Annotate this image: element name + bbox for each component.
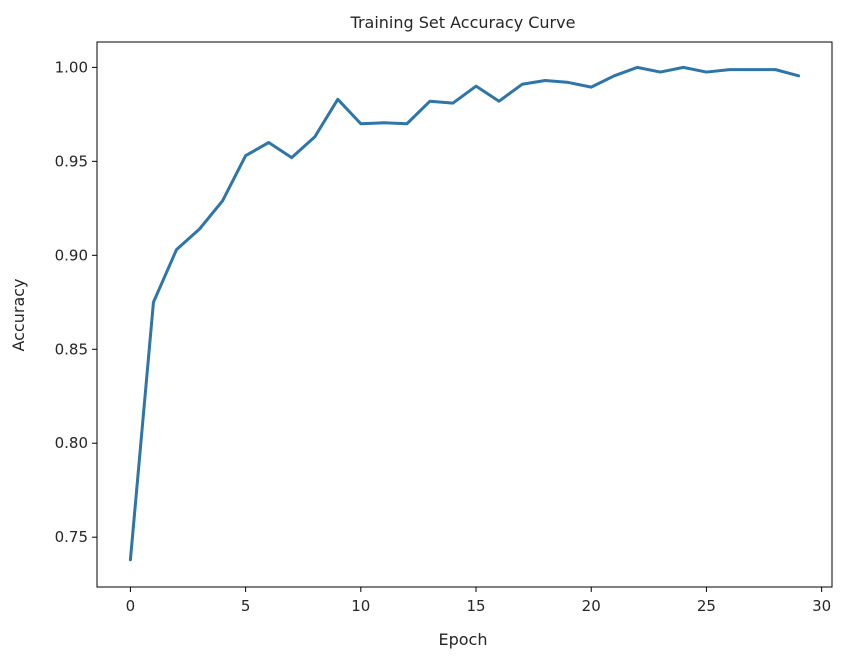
y-tick-label: 0.95 xyxy=(55,152,88,170)
y-tick-label: 0.85 xyxy=(55,340,88,358)
x-tick-label: 0 xyxy=(126,597,136,615)
x-axis: 0 5 10 15 20 25 30 xyxy=(126,587,831,615)
x-tick-label: 30 xyxy=(812,597,831,615)
y-tick-label: 0.75 xyxy=(55,528,88,546)
series-group xyxy=(128,65,801,562)
x-tick-label: 5 xyxy=(241,597,251,615)
chart-title: Training Set Accuracy Curve xyxy=(350,13,576,32)
y-axis: 0.75 0.80 0.85 0.90 0.95 1.00 xyxy=(55,58,97,546)
y-tick-label: 1.00 xyxy=(55,58,88,76)
y-axis-label: Accuracy xyxy=(9,278,28,351)
x-tick-label: 25 xyxy=(697,597,716,615)
x-tick-label: 15 xyxy=(466,597,485,615)
x-axis-label: Epoch xyxy=(439,630,488,649)
y-tick-label: 0.90 xyxy=(55,246,88,264)
y-tick-label: 0.80 xyxy=(55,434,88,452)
x-tick-label: 10 xyxy=(351,597,370,615)
x-tick-label: 20 xyxy=(582,597,601,615)
accuracy-line xyxy=(128,65,801,562)
plot-frame xyxy=(96,41,833,588)
